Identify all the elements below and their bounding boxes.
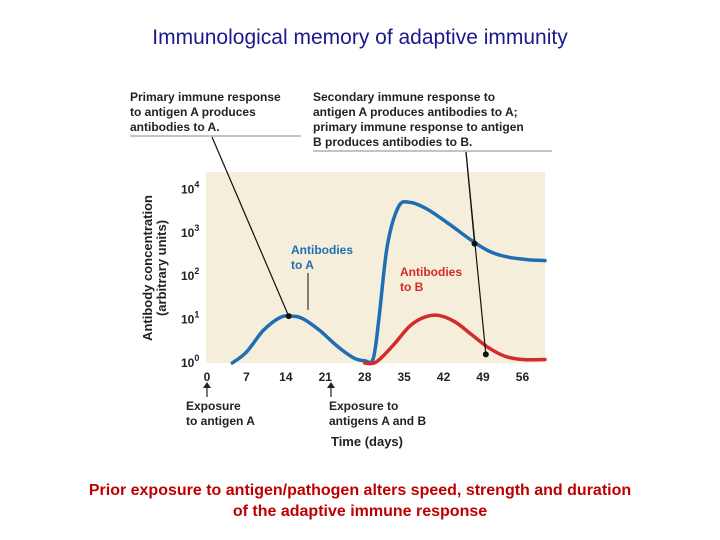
- slide-title: Immunological memory of adaptive immunit…: [152, 26, 568, 49]
- slide-caption: Prior exposure to antigen/pathogen alter…: [20, 480, 700, 522]
- series-label-b-line1: Antibodies: [400, 265, 462, 279]
- x-tick-label: 0: [204, 370, 211, 384]
- exposure-a-line2: to antigen A: [186, 414, 255, 428]
- antibody-response-chart: Antibody concentration (arbitrary units)…: [130, 90, 552, 449]
- y-tick-labels: 100 101 102 103 104: [181, 179, 199, 370]
- y-tick-label: 102: [181, 266, 199, 283]
- series-label-a-line2: to A: [291, 258, 314, 272]
- point-markers: [285, 240, 489, 358]
- leader-line-secondary-b: [465, 151, 487, 355]
- callout-secondary-line2: antigen A produces antibodies to A;: [313, 105, 518, 119]
- data-point-marker: [471, 240, 478, 247]
- leader-line-primary: [211, 136, 290, 317]
- y-tick-label: 104: [181, 179, 199, 196]
- exposure-ab-line2: antigens A and B: [329, 414, 426, 428]
- exposure-a-arrowhead: [203, 382, 211, 388]
- x-tick-label: 35: [397, 370, 411, 384]
- callout-primary-line3: antibodies to A.: [130, 120, 220, 134]
- exposure-ab-arrowhead: [327, 382, 335, 388]
- caption-line1: Prior exposure to antigen/pathogen alter…: [88, 482, 632, 499]
- caption-line2: of the adaptive immune response: [232, 503, 488, 520]
- y-axis-label-line2: (arbitrary units): [154, 220, 169, 316]
- x-tick-label: 21: [319, 370, 333, 384]
- callout-primary-line2: to antigen A produces: [130, 105, 256, 119]
- data-point-marker: [482, 351, 489, 358]
- exposure-ab-line1: Exposure to: [329, 399, 398, 413]
- series-label-b-line2: to B: [400, 280, 424, 294]
- callout-secondary-line4: B produces antibodies to B.: [313, 135, 472, 149]
- callout-secondary-line3: primary immune response to antigen: [313, 120, 524, 134]
- y-tick-label: 100: [181, 353, 199, 370]
- callout-leader-lines: [211, 136, 487, 355]
- x-tick-label: 7: [243, 370, 250, 384]
- series-antibodies-b-line: [362, 313, 547, 366]
- x-tick-label: 42: [437, 370, 451, 384]
- x-tick-label: 28: [358, 370, 372, 384]
- exposure-a-line1: Exposure: [186, 399, 241, 413]
- x-tick-label: 56: [516, 370, 530, 384]
- callout-primary-line1: Primary immune response: [130, 90, 281, 104]
- y-tick-label: 103: [181, 223, 199, 240]
- series-label-a-line1: Antibodies: [291, 243, 353, 257]
- x-tick-label: 14: [279, 370, 293, 384]
- data-point-marker: [285, 313, 292, 320]
- x-tick-label: 49: [476, 370, 490, 384]
- x-axis-label: Time (days): [331, 434, 403, 449]
- y-tick-label: 101: [181, 310, 199, 327]
- x-tick-labels: 0 7 14 21 28 35 42 49 56: [204, 370, 530, 384]
- y-axis-label-line1: Antibody concentration: [140, 195, 155, 341]
- callout-secondary-line1: Secondary immune response to: [313, 90, 495, 104]
